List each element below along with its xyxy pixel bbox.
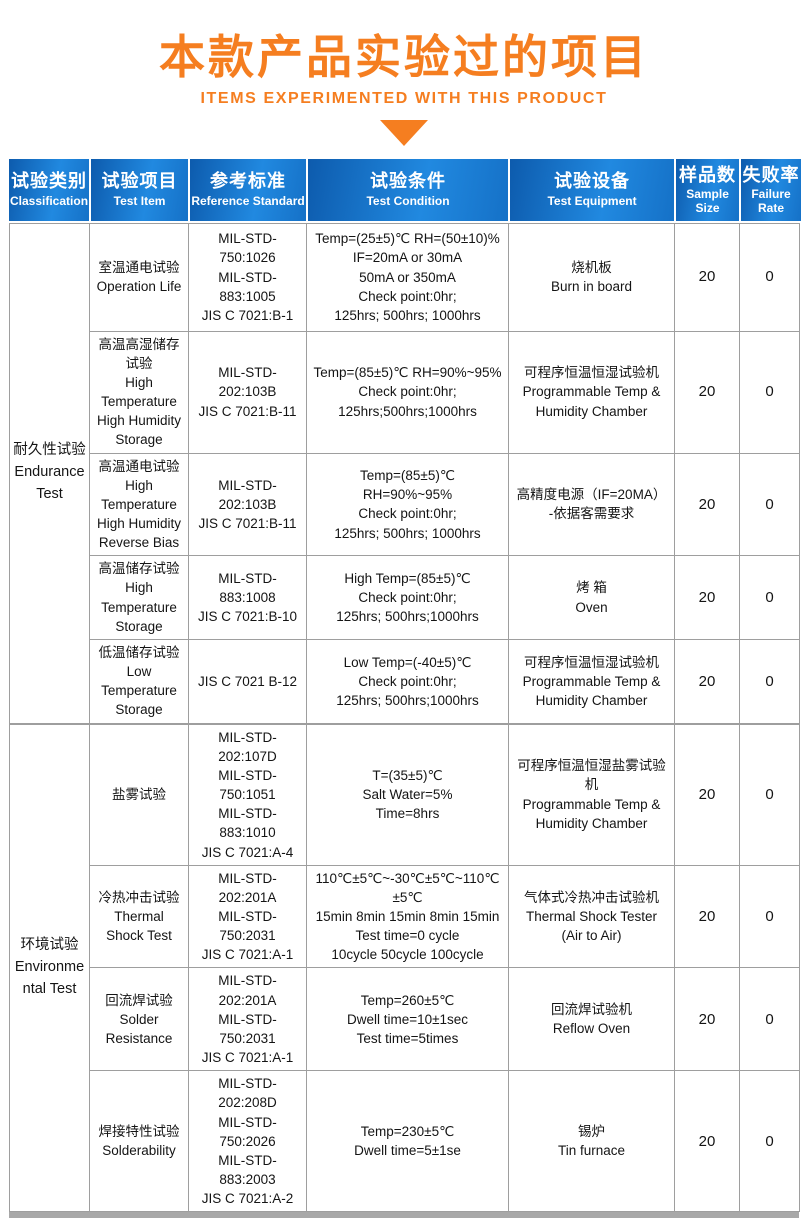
down-arrow-icon [380,119,428,146]
cell-sample-size: 20 [674,967,740,1072]
cell-reference-standard: MIL-STD-202:107D MIL-STD-750:1051 MIL-ST… [188,722,307,866]
cell-failure-rate: 0 [739,864,800,969]
header-zh: 失败率 [742,164,800,185]
page-banner: 本款产品实验过的项目 ITEMS EXPERIMENTED WITH THIS … [0,0,808,146]
cell-sample-size: 20 [674,638,740,725]
cell-sample-size: 20 [674,1070,740,1213]
table-row: 高温高湿储存试验 High Temperature High Humidity … [10,330,800,454]
header-zh: 试验项目 [101,171,178,192]
header-en: Test Equipment [547,193,637,208]
cell-failure-rate: 0 [739,330,800,454]
test-items-table: 试验类别 Classification 试验项目 Test Item 参考标准 … [9,158,802,1218]
table-row: 环境试验 Environme ntal Test 盐雾试验 MIL-STD-20… [9,722,800,1213]
header-en: Sample Size [686,187,729,215]
cell-sample-size: 20 [674,722,740,866]
cell-test-condition: Temp=(85±5)℃ RH=90%~95% Check point:0hr;… [306,452,509,557]
cell-test-condition: Temp=(25±5)℃ RH=(50±10)% IF=20mA or 30mA… [306,222,509,332]
header-en: Test Condition [366,193,450,208]
cell-sample-size: 20 [674,452,740,557]
header-cell-classification: 试验类别 Classification [9,158,92,221]
cell-test-item: 焊接特性试验 Solderability [89,1070,189,1213]
cell-reference-standard: MIL-STD-202:201A MIL-STD-750:2031 JIS C … [188,967,307,1072]
page-title: 本款产品实验过的项目 [159,31,649,83]
cell-failure-rate: 0 [739,638,800,725]
group-endurance-test: 耐久性试验 Endurance Test 室温通电试验 Operation Li… [9,222,800,725]
cell-test-equipment: 可程序恒温恒湿试验机 Programmable Temp & Humidity … [508,330,675,454]
cell-test-equipment: 可程序恒温恒湿试验机 Programmable Temp & Humidity … [508,638,675,725]
cell-test-equipment: 烤 箱 Oven [508,555,675,640]
cell-reference-standard: MIL-STD-202:103B JIS C 7021:B-11 [188,452,307,557]
header-zh: 试验条件 [370,171,447,192]
cell-test-condition: Temp=(85±5)℃ RH=90%~95% Check point:0hr;… [306,330,509,454]
cell-sample-size: 20 [674,330,740,454]
header-cell-reference-standard: 参考标准 Reference Standard [190,158,309,221]
table-body: 耐久性试验 Endurance Test 室温通电试验 Operation Li… [9,222,800,1213]
table-row: 耐久性试验 Endurance Test 室温通电试验 Operation Li… [9,222,800,725]
cell-sample-size: 20 [674,555,740,640]
header-en: Classification [10,193,89,208]
table-row: 低温储存试验 Low Temperature Storage JIS C 702… [10,638,800,725]
table-row: 回流焊试验 Solder Resistance MIL-STD-202:201A… [10,967,800,1072]
cell-reference-standard: MIL-STD-202:208D MIL-STD-750:2026 MIL-ST… [188,1070,307,1213]
cell-test-item: 低温储存试验 Low Temperature Storage [89,638,189,725]
header-zh: 样品数 [679,164,737,185]
header-cell-failure-rate: 失败率 Failure Rate [741,158,802,221]
header-cell-sample-size: 样品数 Sample Size [676,158,742,221]
cell-test-condition: Low Temp=(-40±5)℃ Check point:0hr; 125hr… [306,638,509,725]
header-en: Failure Rate [751,187,791,215]
group-environmental-test: 环境试验 Environme ntal Test 盐雾试验 MIL-STD-20… [9,722,800,1213]
cell-test-equipment: 气体式冷热冲击试验机 Thermal Shock Tester (Air to … [508,864,675,969]
cell-test-item: 冷热冲击试验 Thermal Shock Test [89,864,189,969]
cell-reference-standard: MIL-STD-202:103B JIS C 7021:B-11 [188,330,307,454]
cell-sample-size: 20 [674,864,740,969]
cell-test-condition: Temp=260±5℃ Dwell time=10±1sec Test time… [306,967,509,1072]
table-bottom-bar [9,1212,799,1218]
group-classification: 耐久性试验 Endurance Test [9,222,90,725]
cell-test-item: 高温高湿储存试验 High Temperature High Humidity … [89,330,189,454]
cell-test-equipment: 高精度电源（IF=20MA） -依据客需要求 [508,452,675,557]
cell-reference-standard: JIS C 7021 B-12 [188,638,307,725]
group-classification: 环境试验 Environme ntal Test [9,722,90,1213]
cell-failure-rate: 0 [739,722,800,866]
table-row: 高温通电试验 High Temperature High Humidity Re… [10,452,800,557]
cell-test-equipment: 烧机板 Burn in board [508,222,675,332]
header-en: Reference Standard [191,193,305,208]
table-header-row: 试验类别 Classification 试验项目 Test Item 参考标准 … [9,158,802,221]
header-zh: 试验设备 [554,171,631,192]
cell-test-item: 盐雾试验 [89,722,189,866]
cell-test-condition: High Temp=(85±5)℃ Check point:0hr; 125hr… [306,555,509,640]
cell-test-condition: Temp=230±5℃ Dwell time=5±1se [306,1070,509,1213]
cell-test-equipment: 锡炉 Tin furnace [508,1070,675,1213]
cell-test-item: 高温储存试验 High Temperature Storage [89,555,189,640]
header-zh: 试验类别 [11,171,88,192]
table-row: 高温储存试验 High Temperature Storage MIL-STD-… [10,555,800,640]
header-cell-test-equipment: 试验设备 Test Equipment [510,158,677,221]
cell-reference-standard: MIL-STD-750:1026 MIL-STD-883:1005 JIS C … [188,222,307,332]
cell-test-equipment: 回流焊试验机 Reflow Oven [508,967,675,1072]
cell-test-condition: T=(35±5)℃ Salt Water=5% Time=8hrs [306,722,509,866]
cell-test-equipment: 可程序恒温恒湿盐雾试验机 Programmable Temp & Humidit… [508,722,675,866]
cell-test-item: 高温通电试验 High Temperature High Humidity Re… [89,452,189,557]
cell-failure-rate: 0 [739,555,800,640]
cell-test-condition: 110℃±5℃~-30℃±5℃~110℃±5℃ 15min 8min 15min… [306,864,509,969]
table-row: 焊接特性试验 Solderability MIL-STD-202:208D MI… [10,1070,800,1213]
table-row: 冷热冲击试验 Thermal Shock Test MIL-STD-202:20… [10,864,800,969]
header-cell-test-condition: 试验条件 Test Condition [308,158,511,221]
cell-reference-standard: MIL-STD-883:1008 JIS C 7021:B-10 [188,555,307,640]
cell-failure-rate: 0 [739,967,800,1072]
cell-failure-rate: 0 [739,452,800,557]
cell-sample-size: 20 [674,222,740,332]
cell-test-item: 回流焊试验 Solder Resistance [89,967,189,1072]
header-zh: 参考标准 [210,171,287,192]
cell-reference-standard: MIL-STD-202:201A MIL-STD-750:2031 JIS C … [188,864,307,969]
page-subtitle: ITEMS EXPERIMENTED WITH THIS PRODUCT [200,89,608,107]
cell-failure-rate: 0 [739,222,800,332]
header-en: Test Item [113,193,166,208]
cell-test-item: 室温通电试验 Operation Life [89,222,189,332]
header-cell-test-item: 试验项目 Test Item [91,158,191,221]
cell-failure-rate: 0 [739,1070,800,1213]
